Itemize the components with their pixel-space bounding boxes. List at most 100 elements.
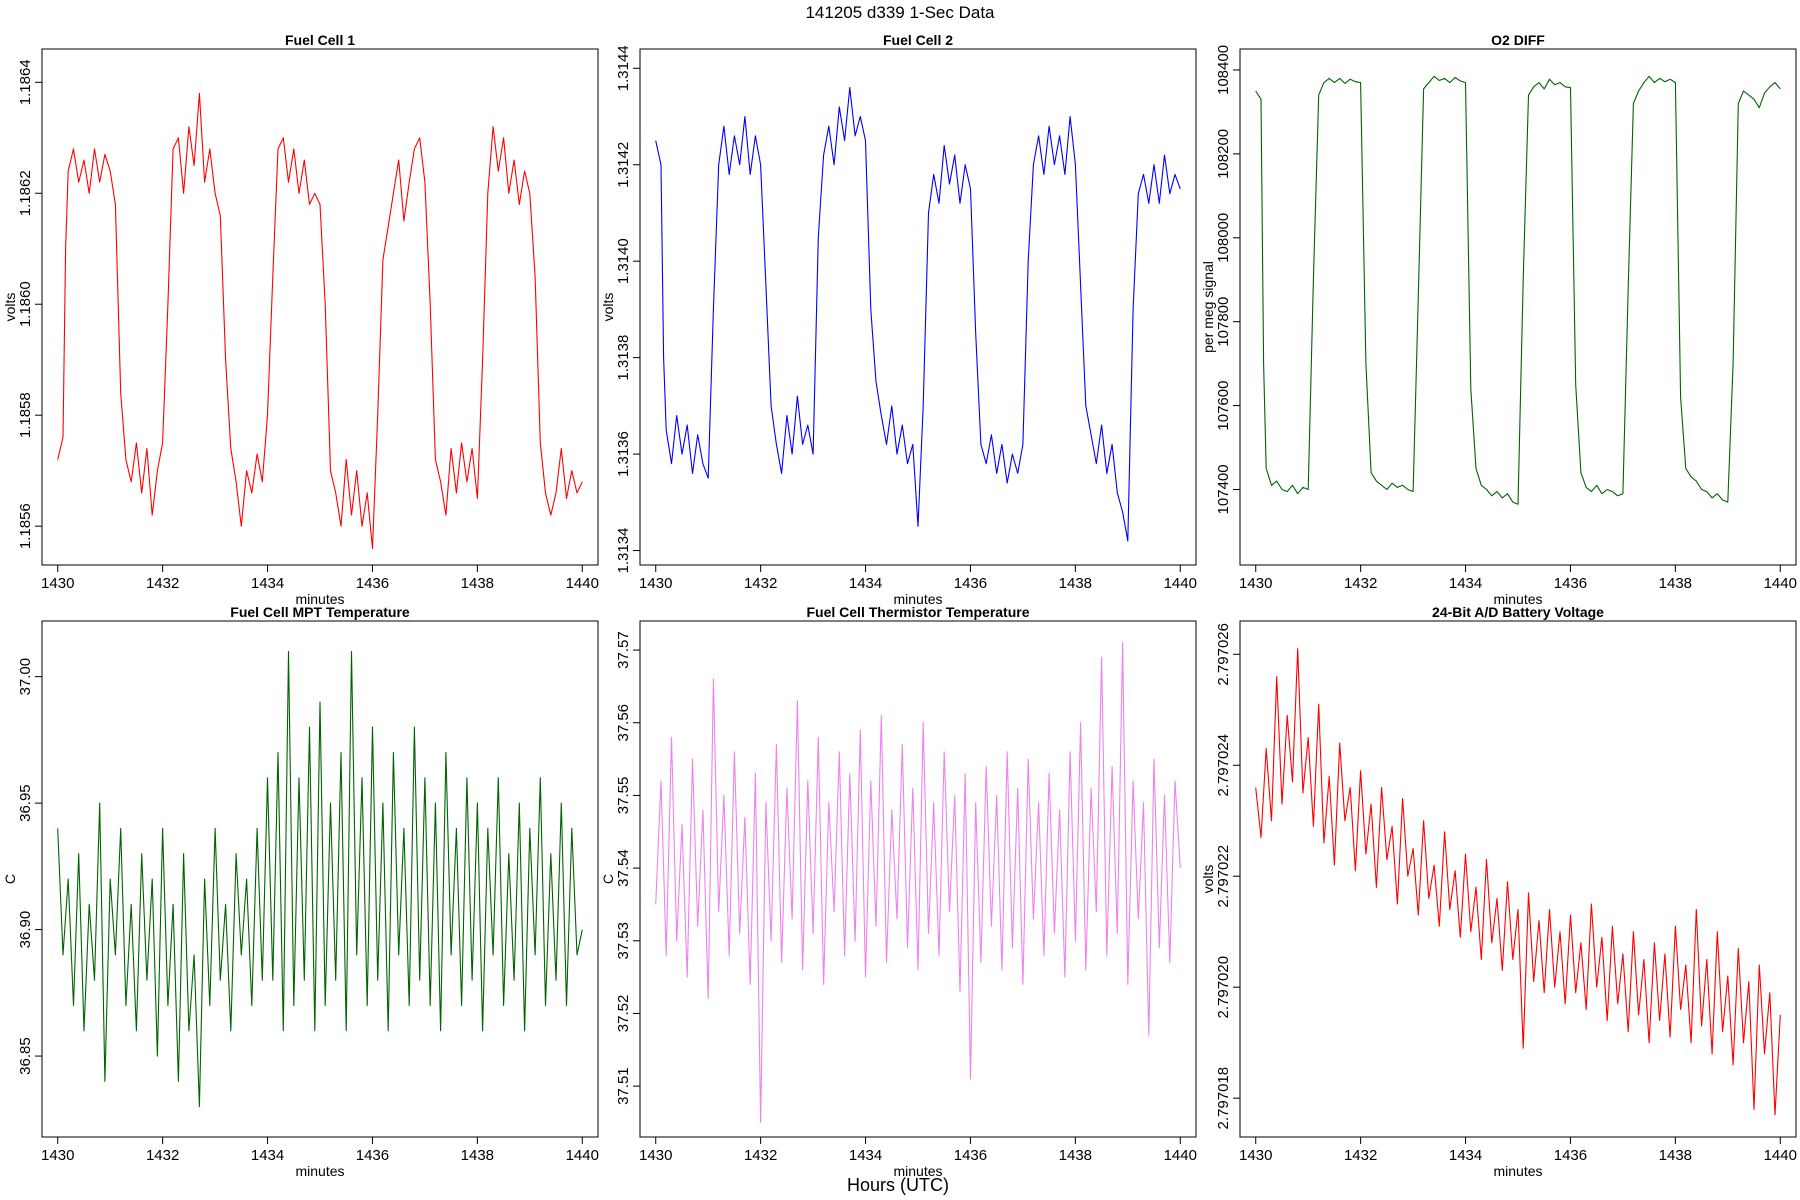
x-axis-label: minutes: [893, 1163, 942, 1179]
x-tick-label: 1440: [1164, 575, 1197, 592]
y-tick-label: 2.797020: [1215, 956, 1232, 1019]
y-tick-label: 1.3142: [615, 142, 632, 188]
plot-frame: [41, 620, 599, 1138]
x-axis-label: minutes: [1493, 1163, 1542, 1179]
y-axis-label: volts: [1200, 865, 1216, 894]
y-axis-label: volts: [600, 293, 616, 322]
y-tick-label: 108000: [1215, 213, 1232, 263]
x-tick-label: 1434: [251, 1147, 284, 1164]
panel-title: Fuel Cell 1: [285, 32, 355, 48]
x-tick-label: 1436: [954, 1147, 987, 1164]
plot-frame: [639, 620, 1197, 1138]
x-tick-label: 1434: [1449, 1147, 1482, 1164]
panel-title: Fuel Cell 2: [883, 32, 953, 48]
y-tick-label: 36.85: [17, 1037, 34, 1075]
x-tick-label: 1430: [639, 1147, 672, 1164]
y-tick-label: 1.3138: [615, 335, 632, 381]
y-tick-label: 2.797022: [1215, 845, 1232, 908]
y-axis-label: C: [600, 874, 616, 884]
x-tick-label: 1438: [461, 575, 494, 592]
x-tick-label: 1430: [1239, 575, 1272, 592]
y-tick-label: 1.3136: [615, 431, 632, 477]
y-tick-label: 107800: [1215, 297, 1232, 347]
y-tick-label: 36.90: [17, 911, 34, 949]
y-tick-label: 36.95: [17, 784, 34, 822]
y-tick-label: 37.55: [615, 777, 632, 815]
series-line-1: [655, 642, 1181, 1124]
figure-title: 141205 d339 1-Sec Data: [805, 3, 995, 22]
y-tick-label: 108400: [1215, 45, 1232, 95]
panel-title: Fuel Cell Thermistor Temperature: [806, 604, 1029, 620]
y-axis-label: per meg signal: [1200, 261, 1216, 353]
x-tick-label: 1438: [1059, 1147, 1092, 1164]
x-tick-label: 1432: [146, 575, 179, 592]
x-axis-label: minutes: [295, 591, 344, 607]
plot-frame: [639, 48, 1197, 566]
y-tick-label: 1.1856: [17, 503, 34, 549]
y-tick-label: 37.56: [615, 704, 632, 742]
y-tick-label: 37.52: [615, 995, 632, 1033]
y-tick-label: 1.3144: [615, 45, 632, 91]
x-tick-label: 1434: [849, 575, 882, 592]
x-tick-label: 1432: [146, 1147, 179, 1164]
y-tick-label: 107400: [1215, 464, 1232, 514]
panel-title: Fuel Cell MPT Temperature: [230, 604, 410, 620]
y-tick-label: 37.53: [615, 922, 632, 960]
y-tick-label: 1.1858: [17, 392, 34, 438]
y-tick-label: 107600: [1215, 381, 1232, 431]
x-tick-label: 1434: [251, 575, 284, 592]
x-tick-label: 1430: [41, 575, 74, 592]
y-tick-label: 1.3134: [615, 528, 632, 574]
chart-panel-2: Fuel Cell 2 1430 1432 1434 1436 1438 1440 1.313…: [600, 32, 1197, 607]
x-tick-label: 1430: [639, 575, 672, 592]
series-line-1: [57, 92, 583, 549]
y-tick-label: 1.1864: [17, 59, 34, 105]
y-tick-label: 2.797026: [1215, 623, 1232, 686]
x-tick-label: 1432: [1344, 1147, 1377, 1164]
x-tick-label: 1440: [1764, 575, 1797, 592]
x-tick-label: 1432: [1344, 575, 1377, 592]
x-tick-label: 1438: [1059, 575, 1092, 592]
x-tick-label: 1432: [744, 1147, 777, 1164]
y-axis-label: volts: [2, 293, 18, 322]
y-tick-label: 2.797024: [1215, 734, 1232, 797]
x-tick-label: 1440: [1164, 1147, 1197, 1164]
x-tick-label: 1436: [1554, 1147, 1587, 1164]
chart-panel-5: Fuel Cell Thermistor Temperature 1430 1432…: [600, 604, 1197, 1179]
y-tick-label: 2.797018: [1215, 1067, 1232, 1130]
x-tick-label: 1436: [1554, 575, 1587, 592]
figure-x-axis-label: Hours (UTC): [847, 1175, 949, 1195]
x-tick-label: 1430: [1239, 1147, 1272, 1164]
y-tick-label: 1.1862: [17, 170, 34, 216]
series-line-1: [57, 650, 583, 1108]
x-tick-label: 1434: [849, 1147, 882, 1164]
y-tick-label: 37.00: [17, 658, 34, 696]
y-tick-label: 37.57: [615, 631, 632, 669]
x-tick-label: 1432: [744, 575, 777, 592]
series-line-1: [1255, 75, 1781, 505]
x-tick-label: 1440: [566, 1147, 599, 1164]
x-tick-label: 1436: [356, 575, 389, 592]
x-tick-label: 1434: [1449, 575, 1482, 592]
panel-title: 24-Bit A/D Battery Voltage: [1432, 604, 1604, 620]
x-axis-label: minutes: [893, 591, 942, 607]
y-tick-label: 108200: [1215, 129, 1232, 179]
y-tick-label: 37.51: [615, 1067, 632, 1105]
plot-frame: [1239, 620, 1797, 1138]
x-tick-label: 1430: [41, 1147, 74, 1164]
x-tick-label: 1438: [1659, 1147, 1692, 1164]
x-axis-label: minutes: [295, 1163, 344, 1179]
plot-frame: [41, 48, 599, 566]
x-tick-label: 1436: [954, 575, 987, 592]
x-tick-label: 1440: [1764, 1147, 1797, 1164]
panel-title: O2 DIFF: [1491, 32, 1545, 48]
chart-panel-6: 24-Bit A/D Battery Voltage 1430 1432 1434 14…: [1200, 604, 1797, 1179]
y-axis-label: C: [2, 874, 18, 884]
x-tick-label: 1440: [566, 575, 599, 592]
x-tick-label: 1438: [1659, 575, 1692, 592]
chart-panel-4: Fuel Cell MPT Temperature 1430 1432 1434 143…: [2, 604, 599, 1179]
chart-panel-3: O2 DIFF 1430 1432 1434 1436 1438 1440 107400 107…: [1200, 32, 1797, 607]
chart-panel-1: Fuel Cell 1 1430 1432 1434 1436 1438 1440 1.185…: [2, 32, 599, 607]
